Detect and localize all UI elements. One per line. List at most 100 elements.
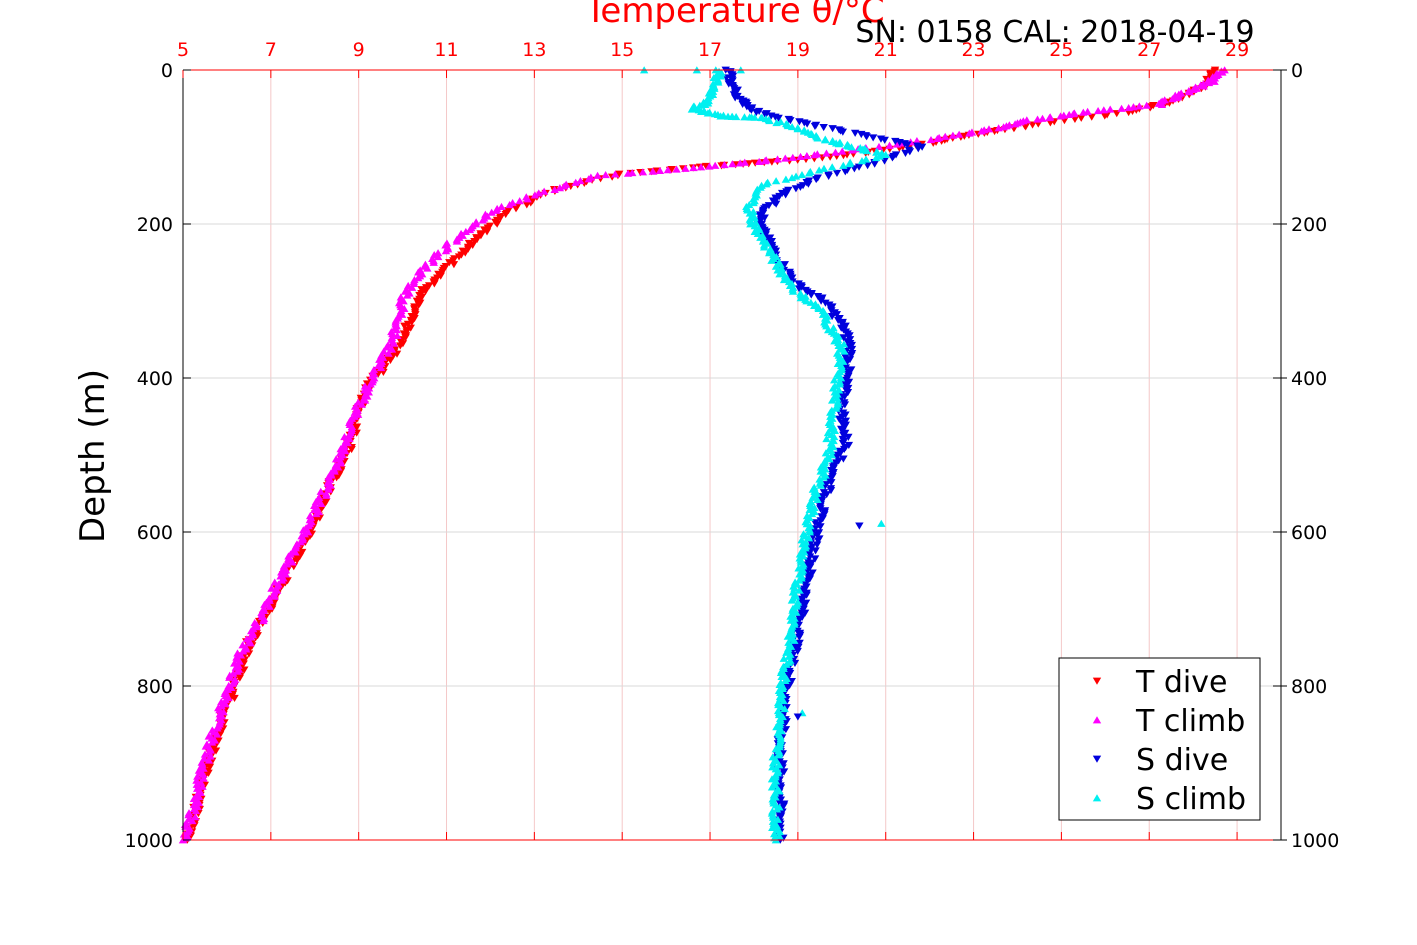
data-point <box>407 318 416 326</box>
data-point <box>837 419 847 427</box>
data-point <box>445 259 454 267</box>
data-point <box>829 432 839 441</box>
data-point <box>1157 100 1167 109</box>
data-point <box>810 122 820 130</box>
data-point <box>847 341 856 350</box>
data-point <box>870 160 879 168</box>
data-point <box>260 600 269 608</box>
series-t-climb <box>178 66 1229 844</box>
depth-axis-title: Depth (m) <box>73 369 113 543</box>
data-point <box>384 349 393 357</box>
data-point <box>839 334 848 342</box>
data-point <box>773 155 782 163</box>
data-point <box>773 815 783 823</box>
data-point <box>862 147 872 155</box>
data-point <box>822 435 831 443</box>
data-point <box>837 320 847 328</box>
data-point <box>400 322 409 330</box>
data-point <box>779 696 788 705</box>
data-point <box>1168 95 1177 103</box>
data-point <box>758 237 768 245</box>
data-point <box>800 609 810 617</box>
data-point <box>559 182 569 190</box>
data-point <box>807 291 816 299</box>
data-point <box>779 802 788 810</box>
data-point <box>414 301 424 309</box>
data-point <box>225 673 234 681</box>
data-point <box>816 463 826 471</box>
data-point <box>834 415 844 423</box>
data-point <box>336 445 345 453</box>
data-point <box>387 345 397 353</box>
data-point <box>774 751 783 759</box>
data-point <box>788 153 798 161</box>
data-point <box>835 380 844 388</box>
data-point <box>207 738 217 746</box>
data-point <box>430 280 439 288</box>
data-point <box>933 134 942 143</box>
data-point <box>764 249 774 257</box>
depth-tick-label-right: 1000 <box>1291 830 1339 852</box>
data-point <box>211 747 221 755</box>
data-point <box>468 241 477 249</box>
depth-tick-label-left: 200 <box>137 214 173 236</box>
data-point <box>1199 82 1208 90</box>
data-point <box>277 576 287 584</box>
data-point <box>655 166 665 174</box>
temperature-tick-label: 17 <box>698 39 722 61</box>
data-point <box>392 326 401 334</box>
data-point <box>772 805 782 813</box>
data-point <box>847 143 856 151</box>
data-point <box>926 135 936 144</box>
data-point <box>695 101 705 109</box>
data-point <box>192 780 202 788</box>
data-point <box>796 294 805 302</box>
data-point <box>360 382 370 390</box>
data-point <box>832 453 842 461</box>
depth-tick-label-left: 600 <box>137 522 173 544</box>
data-point <box>700 100 710 109</box>
data-point <box>347 445 356 454</box>
data-point <box>857 157 867 165</box>
data-point <box>775 787 784 795</box>
data-point <box>830 376 839 384</box>
data-point <box>522 201 532 209</box>
data-point <box>843 389 853 397</box>
temperature-tick-label: 7 <box>265 39 277 61</box>
temperature-tick-label: 29 <box>1225 39 1249 61</box>
data-point <box>1117 104 1126 112</box>
data-point <box>393 331 402 340</box>
data-point <box>731 113 741 121</box>
data-point <box>720 160 729 169</box>
data-point <box>492 220 502 228</box>
data-point <box>515 197 524 205</box>
data-point <box>901 149 910 157</box>
data-point <box>1087 113 1096 121</box>
data-point <box>787 174 797 182</box>
depth-tick-label-right: 400 <box>1291 368 1327 390</box>
data-point <box>333 463 343 471</box>
temperature-tick-label: 25 <box>1049 39 1073 61</box>
depth-tick-label-right: 0 <box>1291 60 1303 82</box>
data-point <box>780 261 789 269</box>
data-point <box>830 426 840 435</box>
data-point <box>192 776 201 784</box>
temperature-tick-label: 5 <box>177 39 189 61</box>
legend-marker <box>1092 755 1102 763</box>
data-point <box>1077 114 1086 122</box>
data-point <box>765 116 774 125</box>
data-point <box>464 239 474 248</box>
temperature-tick-label: 9 <box>353 39 365 61</box>
data-point <box>421 284 431 292</box>
data-point <box>787 122 797 131</box>
data-point <box>601 171 610 179</box>
data-point <box>463 245 473 253</box>
data-point <box>714 78 723 86</box>
data-point <box>759 243 769 251</box>
data-point <box>767 158 777 166</box>
data-point <box>399 297 408 305</box>
data-point <box>774 114 783 122</box>
data-point <box>593 171 602 179</box>
data-point <box>840 423 849 431</box>
